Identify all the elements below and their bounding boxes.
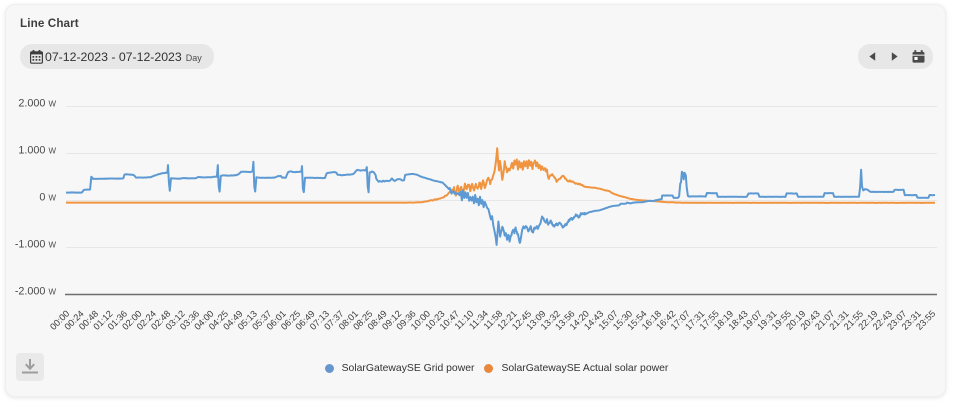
svg-text:1.000 W: 1.000 W xyxy=(18,145,56,157)
svg-text:0 W: 0 W xyxy=(39,192,56,204)
svg-text:-1.000 W: -1.000 W xyxy=(15,239,57,251)
svg-text:2.000 W: 2.000 W xyxy=(18,98,56,110)
svg-text:-2.000 W: -2.000 W xyxy=(15,286,57,298)
